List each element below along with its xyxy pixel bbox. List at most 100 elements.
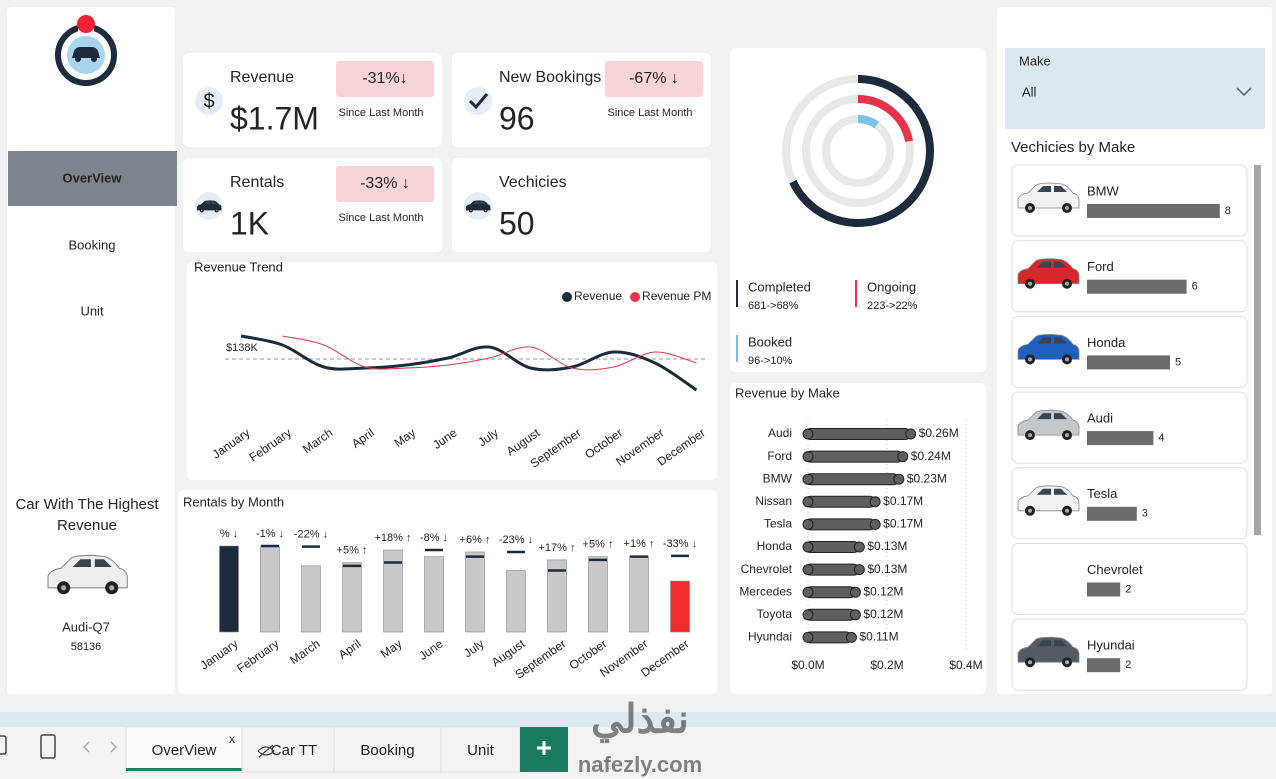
kpi-change: -67% ↓ [629,70,679,87]
bar-end [802,541,814,553]
nav-item[interactable]: Booking [69,237,116,252]
car-window [473,201,486,204]
car-hub [1028,660,1032,665]
car-window [1037,413,1067,420]
car-hub [484,209,487,212]
kpi-value: $1.7M [230,100,319,136]
filter-chevron [1236,87,1252,97]
change-label: % ↓ [220,528,238,540]
change-label: -33% ↓ [663,538,697,550]
car-image [1017,258,1080,289]
bar-end [849,586,861,598]
nav-item[interactable]: OverView [62,170,122,185]
legend-name: Ongoing [867,279,916,294]
make-count: 4 [1158,432,1164,444]
kpi-value: 96 [499,100,535,136]
tab-label[interactable]: Booking [360,742,414,759]
car-hub [1028,206,1032,210]
top-car-model: Audi-Q7 [62,619,110,634]
nav-active [8,151,177,206]
bar [804,495,876,508]
make-count: 5 [1175,356,1181,368]
make-card [1011,315,1248,388]
chart-title: Revenue by Make [735,385,840,400]
make-card [1011,164,1248,237]
make-name: Chevrolet [1087,562,1143,577]
bar-end [869,496,881,508]
hidden-icon [257,744,275,758]
kpi-value: 50 [499,205,535,241]
bar-end [905,428,917,440]
y-tick-label: Hyundai [748,630,792,644]
y-tick-label: Tesla [764,517,792,531]
car-hub [109,585,115,591]
change-label: -1% ↓ [256,528,284,540]
bar [804,473,900,486]
value-label: $0.13M [867,539,907,553]
value-label: $0.26M [919,426,959,440]
tab-label[interactable]: Unit [467,742,495,759]
make-count: 3 [1142,508,1148,520]
bar-end [802,496,814,508]
bar [301,565,321,633]
car-window [72,559,112,567]
car-hub [1065,660,1069,665]
change-label: -22% ↓ [294,529,328,541]
scrollbar[interactable] [1254,165,1261,535]
car-hub [1028,281,1032,286]
watermark: nafezly.com [578,752,702,777]
make-name: Tesla [1087,486,1118,501]
bar-end [802,586,814,598]
tab[interactable] [440,726,521,773]
reference-label: $138K [226,342,258,354]
chart-title: Rentals by Month [183,494,284,509]
nav-item[interactable]: Unit [80,303,104,318]
tab[interactable] [125,726,243,773]
status-panel [730,48,986,372]
bar [629,555,649,633]
legend-name: Completed [748,279,811,294]
car-window [1037,186,1067,192]
watermark: نفذلي [591,698,689,744]
change-label: -23% ↓ [499,534,533,546]
make-count: 2 [1125,583,1131,595]
tab[interactable] [333,726,442,773]
bottom-strip [0,712,1276,727]
make-count-bar [1087,431,1154,446]
logo [55,15,117,86]
change-label: -8% ↓ [420,532,448,544]
bar [219,545,239,633]
make-name: Audi [1087,411,1113,426]
make-count-bar [1087,279,1187,294]
tab-label[interactable]: OverView [152,742,217,759]
bar [804,428,912,440]
tab[interactable] [241,726,335,773]
y-tick-label: Audi [768,426,792,440]
bar [342,562,362,633]
kpi-title: Rentals [230,174,284,191]
car-image [47,554,128,595]
car-hub [1065,281,1069,286]
kpi-title: Vechicies [499,174,567,191]
tab-close[interactable]: x [229,732,235,746]
tab-label[interactable]: Car TT [271,742,317,759]
kpi-note: Since Last Month [608,107,693,119]
car-hub [61,585,67,591]
kpi-icon-bg [195,87,223,115]
bar [465,551,485,633]
tab-underline [126,768,242,771]
y-tick-label: Chevrolet [741,562,793,576]
kpi-change-bg [336,166,434,202]
bar-end [802,428,814,440]
make-filter[interactable] [1005,48,1265,129]
make-count-bar [1087,658,1121,673]
bar [588,556,608,633]
bar-end [853,564,865,576]
top-car-title: Car With The Highest Revenue [15,496,159,534]
car-image [1017,333,1080,365]
value-label: $0.12M [863,607,903,621]
legend-value: 223->22% [867,300,918,312]
bar [804,518,876,531]
make-card [1011,391,1248,464]
